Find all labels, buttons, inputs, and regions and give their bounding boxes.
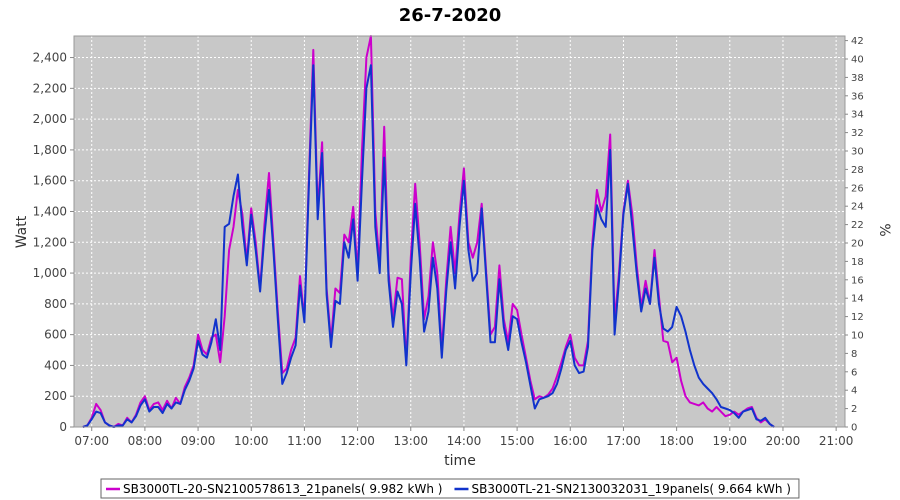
y2-axis-label: % <box>876 223 892 236</box>
y2-tick-label: 2 <box>851 404 857 415</box>
y-tick-label: 1,800 <box>33 143 67 157</box>
y2-tick-label: 12 <box>851 312 864 323</box>
y2-tick-label: 40 <box>851 55 864 66</box>
legend-label-1: SB3000TL-20-SN2100578613_21panels( 9.982… <box>123 482 442 496</box>
x-tick-label: 16:00 <box>553 434 588 448</box>
y2-tick-label: 24 <box>851 202 864 213</box>
y-tick-label: 1,200 <box>33 235 67 249</box>
x-axis-label: time <box>444 453 476 469</box>
axes <box>73 35 846 428</box>
legend-label-2: SB3000TL-21-SN2130032031_19panels( 9.664… <box>471 482 790 496</box>
y2-tick-label: 4 <box>851 386 857 397</box>
y2-tick-label: 30 <box>851 147 864 158</box>
y2-tick-label: 28 <box>851 165 864 176</box>
x-tick-label: 17:00 <box>606 434 641 448</box>
y2-tick-label: 36 <box>851 91 864 102</box>
y2-tick-label: 32 <box>851 128 864 139</box>
y2-tick-label: 10 <box>851 331 864 342</box>
x-tick-label: 19:00 <box>712 434 747 448</box>
x-tick-label: 12:00 <box>340 434 375 448</box>
x-tick-label: 09:00 <box>181 434 216 448</box>
x-tick-label: 15:00 <box>500 434 535 448</box>
y-tick-label: 2,200 <box>33 81 67 95</box>
y2-tick-label: 14 <box>851 294 864 305</box>
x-tick-label: 21:00 <box>819 434 854 448</box>
y-tick-label: 800 <box>44 297 67 311</box>
y-axis-label: Watt <box>14 215 30 248</box>
x-tick-label: 18:00 <box>659 434 694 448</box>
y-tick-label: 400 <box>44 358 67 372</box>
x-tick-label: 11:00 <box>287 434 322 448</box>
plot-border <box>73 35 846 428</box>
y-tick-label: 1,000 <box>33 266 67 280</box>
series-line-2 <box>82 64 775 428</box>
x-tick-label: 20:00 <box>766 434 801 448</box>
x-tick-label: 14:00 <box>447 434 482 448</box>
y2-tick-label: 42 <box>851 36 864 47</box>
y-tick-label: 0 <box>59 420 67 434</box>
y2-tick-label: 8 <box>851 349 857 360</box>
y2-tick-label: 34 <box>851 110 864 121</box>
y2-tick-label: 38 <box>851 73 864 84</box>
y2-tick-label: 6 <box>851 367 857 378</box>
y-tick-label: 1,400 <box>33 204 67 218</box>
y2-tick-label: 26 <box>851 183 864 194</box>
y-tick-label: 1,600 <box>33 174 67 188</box>
y2-tick-label: 22 <box>851 220 864 231</box>
y-tick-label: 2,000 <box>33 112 67 126</box>
y-axis-ticks: 0 200 400 600 800 1,000 1,200 1,400 1,600 1,800 2,… <box>33 51 74 434</box>
y-tick-label: 600 <box>44 328 67 342</box>
chart-title: 26-7-2020 <box>399 5 502 26</box>
x-tick-label: 10:00 <box>234 434 269 448</box>
y-tick-label: 200 <box>44 389 67 403</box>
legend: SB3000TL-20-SN2100578613_21panels( 9.982… <box>100 478 800 499</box>
y2-tick-label: 18 <box>851 257 864 268</box>
x-tick-label: 07:00 <box>74 434 109 448</box>
y2-tick-label: 16 <box>851 275 864 286</box>
x-tick-label: 08:00 <box>128 434 163 448</box>
x-tick-label: 13:00 <box>393 434 428 448</box>
legend-box <box>100 478 800 499</box>
y2-tick-label: 0 <box>851 423 857 434</box>
x-axis-ticks: 07:00 08:00 09:00 10:00 11:00 12:00 13:00 14:00… <box>74 427 853 448</box>
y-tick-label: 2,400 <box>33 51 67 65</box>
series-lines <box>82 35 775 428</box>
y2-tick-label: 20 <box>851 239 864 250</box>
